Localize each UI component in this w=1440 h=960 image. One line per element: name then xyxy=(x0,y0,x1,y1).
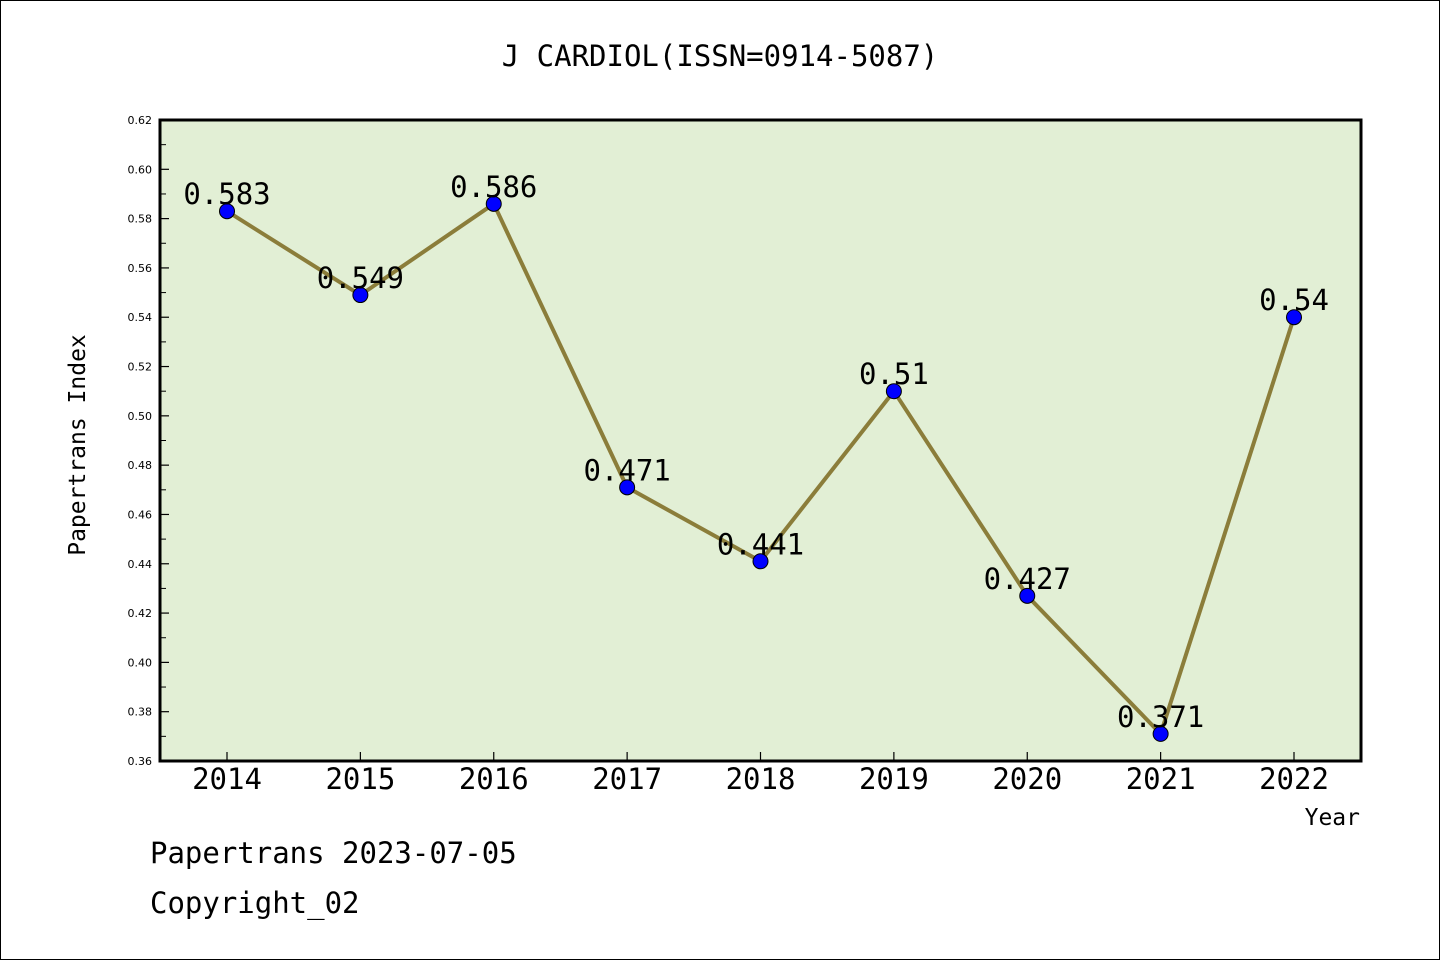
data-point xyxy=(619,479,636,496)
y-tick-label: 0.40 xyxy=(128,656,153,669)
data-label: 0.54 xyxy=(1259,283,1329,317)
series: 0.583 0.549 0.586 0.471 0.441 0.51 0.427 0.371 0… xyxy=(183,170,1329,742)
chart-title: J CARDIOL(ISSN=0914-5087) xyxy=(502,39,939,73)
data-label: 0.371 xyxy=(1117,700,1204,734)
y-tick-label: 0.46 xyxy=(128,508,153,521)
data-point xyxy=(752,553,769,570)
x-axis-label: Year xyxy=(1305,805,1360,831)
data-point xyxy=(1019,587,1036,604)
y-tick-label: 0.62 xyxy=(128,114,153,127)
data-point xyxy=(219,203,235,220)
data-point xyxy=(885,383,902,400)
y-tick-label: 0.44 xyxy=(128,558,153,571)
data-label: 0.471 xyxy=(583,453,670,487)
x-tick-label: 2022 xyxy=(1259,762,1329,796)
data-label: 0.586 xyxy=(450,170,537,204)
data-point xyxy=(1152,725,1169,742)
y-tick-label: 0.50 xyxy=(128,410,153,423)
x-tick-label: 2014 xyxy=(192,762,262,796)
data-label: 0.51 xyxy=(859,357,929,391)
x-tick-label: 2020 xyxy=(992,762,1062,796)
y-tick-label: 0.60 xyxy=(128,163,153,176)
y-tick-label: 0.52 xyxy=(128,361,153,374)
y-tick-label: 0.48 xyxy=(128,459,153,472)
data-label: 0.583 xyxy=(183,177,270,211)
y-tick-label: 0.54 xyxy=(128,311,153,324)
y-tick-label: 0.38 xyxy=(128,706,153,719)
x-tick-label: 2017 xyxy=(592,762,662,796)
x-tick-label: 2021 xyxy=(1126,762,1196,796)
y-tick-label: 0.58 xyxy=(128,213,153,226)
x-tick-label: 2015 xyxy=(325,762,395,796)
footer-date: Papertrans 2023-07-05 xyxy=(150,836,517,870)
footer-copyright: Copyright_02 xyxy=(150,886,360,920)
x-tick-label: 2019 xyxy=(859,762,929,796)
plot-area xyxy=(158,118,1363,763)
y-axis: 0.36 0.38 0.40 0.42 0.44 0.46 0.48 0.50 0.52 0.54… xyxy=(128,114,169,768)
y-tick-label: 0.56 xyxy=(128,262,153,275)
data-label: 0.427 xyxy=(984,562,1071,596)
data-label: 0.549 xyxy=(317,261,404,295)
data-label: 0.441 xyxy=(717,527,804,561)
y-tick-label: 0.36 xyxy=(128,755,153,768)
y-axis-label: Papertrans Index xyxy=(65,334,91,556)
x-tick-label: 2016 xyxy=(459,762,529,796)
y-tick-label: 0.42 xyxy=(128,607,153,620)
x-tick-label: 2018 xyxy=(726,762,796,796)
x-axis: 2014 2015 2016 2017 2018 2019 2020 2021 2022 xyxy=(192,752,1329,796)
data-point xyxy=(352,287,369,304)
data-point xyxy=(1286,309,1302,326)
data-point xyxy=(485,195,502,212)
